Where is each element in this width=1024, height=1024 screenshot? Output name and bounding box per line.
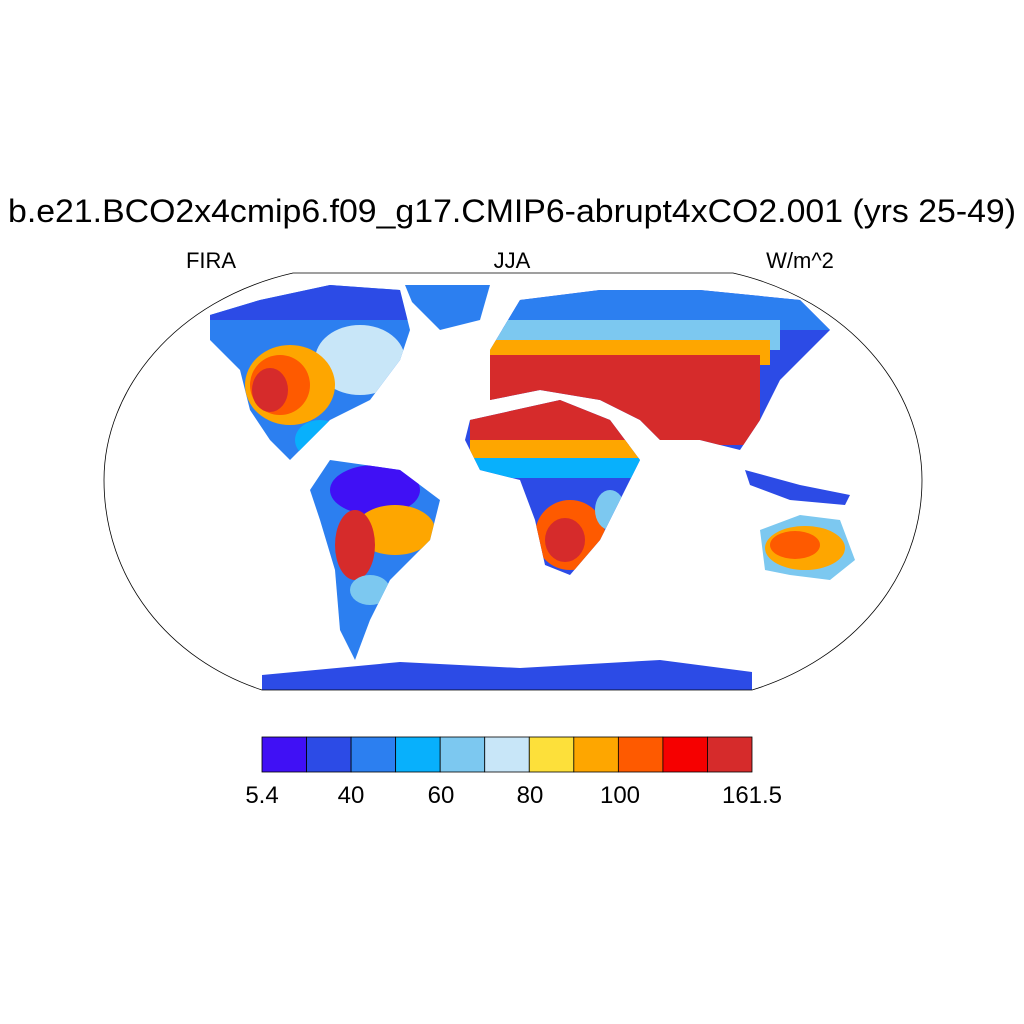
map-border xyxy=(103,272,923,691)
colorbar-box xyxy=(617,736,664,773)
units-label: W/m^2 xyxy=(766,248,834,273)
colorbar-label: 161.5 xyxy=(722,782,782,809)
greenland xyxy=(405,285,490,330)
colorbar-box xyxy=(261,736,307,773)
colorbar-labels: 5.4 40 60 80 100 161.5 xyxy=(245,782,782,809)
colorbar-label: 100 xyxy=(600,782,640,809)
colorbar-box xyxy=(439,736,486,773)
colorbar xyxy=(261,736,753,773)
colorbar-box xyxy=(662,736,708,773)
colorbar-label: 80 xyxy=(517,782,544,809)
south-america xyxy=(310,460,440,660)
colorbar-box xyxy=(573,736,619,773)
colorbar-label: 60 xyxy=(428,782,455,809)
variable-label: FIRA xyxy=(186,248,236,273)
colorbar-box xyxy=(395,736,441,773)
colorbar-box xyxy=(707,736,753,773)
indonesia xyxy=(745,470,850,505)
land-field xyxy=(210,285,855,690)
colorbar-box xyxy=(484,736,530,773)
colorbar-box xyxy=(350,736,397,773)
colorbar-box xyxy=(306,736,352,773)
colorbar-label: 5.4 xyxy=(245,782,278,809)
colorbar-box xyxy=(528,736,575,773)
plot-title: b.e21.BCO2x4cmip6.f09_g17.CMIP6-abrupt4x… xyxy=(8,193,1016,229)
australia xyxy=(760,515,855,580)
north-america xyxy=(210,285,410,460)
season-label: JJA xyxy=(494,248,531,273)
antarctica xyxy=(262,660,752,690)
colorbar-label: 40 xyxy=(338,782,365,809)
